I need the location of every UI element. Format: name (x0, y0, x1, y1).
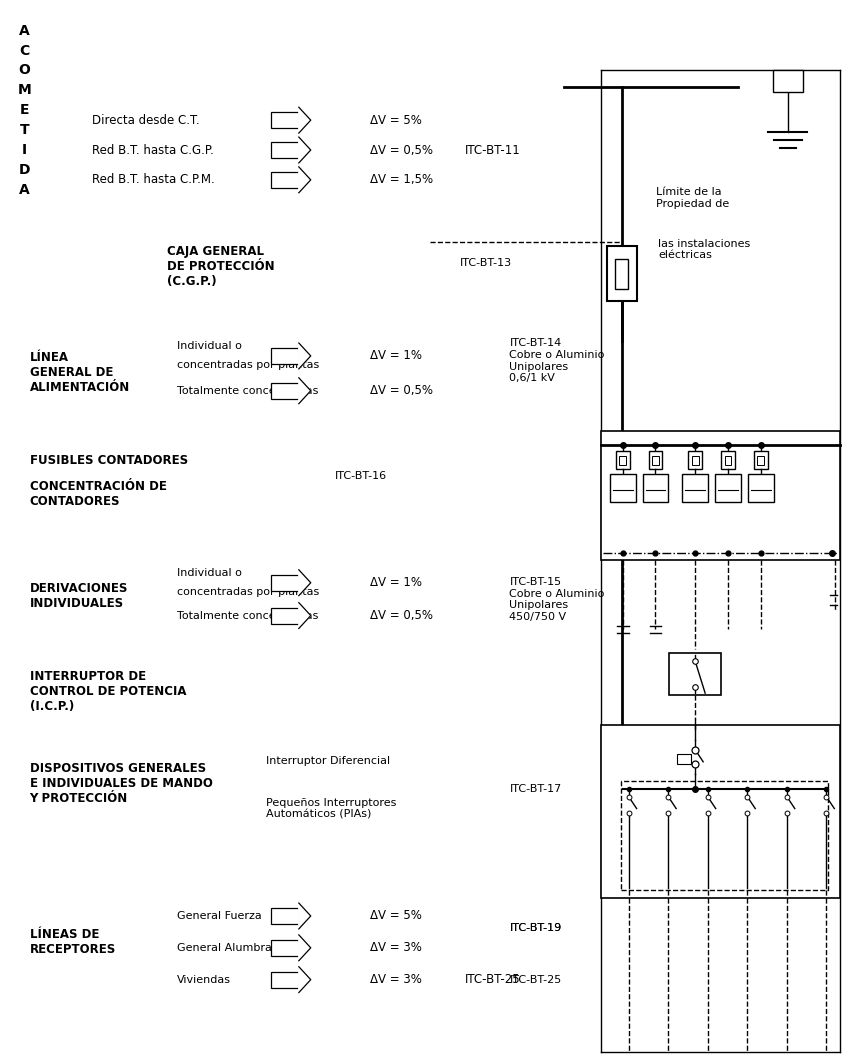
Bar (754, 452, 768, 470)
Text: ΔV = 5%: ΔV = 5% (370, 114, 422, 126)
Polygon shape (299, 966, 311, 993)
Bar (601, 725, 840, 898)
Text: LÍNEA
GENERAL DE
ALIMENTACIÓN: LÍNEA GENERAL DE ALIMENTACIÓN (30, 352, 130, 394)
Polygon shape (299, 904, 311, 929)
Text: ΔV = 1%: ΔV = 1% (370, 576, 422, 589)
Text: CONCENTRACIÓN DE
CONTADORES: CONCENTRACIÓN DE CONTADORES (30, 480, 167, 508)
Polygon shape (299, 570, 311, 595)
Text: M: M (18, 83, 31, 98)
Text: A: A (20, 23, 30, 37)
Text: Viviendas: Viviendas (177, 975, 231, 984)
Text: General Fuerza: General Fuerza (177, 911, 261, 921)
Text: DISPOSITIVOS GENERALES
E INDIVIDUALES DE MANDO
Y PROTECCIÓN: DISPOSITIVOS GENERALES E INDIVIDUALES DE… (30, 762, 213, 805)
Bar (773, 70, 802, 92)
Text: Individual o: Individual o (177, 568, 242, 578)
Text: ITC-BT-15
Cobre o Aluminio
Unipolares
450/750 V: ITC-BT-15 Cobre o Aluminio Unipolares 45… (510, 577, 605, 622)
Text: C: C (20, 44, 30, 57)
Bar (601, 431, 840, 560)
Text: ITC-BT-11: ITC-BT-11 (465, 144, 521, 156)
Bar (643, 474, 668, 502)
Text: Totalmente concentradas: Totalmente concentradas (177, 386, 318, 395)
Text: ITC-BT-17: ITC-BT-17 (510, 783, 562, 794)
Text: ITC-BT-19: ITC-BT-19 (510, 923, 562, 933)
Text: ITC-BT-19: ITC-BT-19 (510, 923, 562, 933)
Bar (271, 608, 299, 624)
Text: O: O (19, 64, 31, 78)
Bar (271, 113, 299, 129)
Bar (271, 383, 299, 399)
Bar (757, 456, 764, 465)
Text: FUSIBLES CONTADORES: FUSIBLES CONTADORES (30, 454, 188, 467)
Text: ITC-BT-13: ITC-BT-13 (460, 258, 512, 269)
Text: ΔV = 0,5%: ΔV = 0,5% (370, 384, 433, 398)
Bar (670, 654, 721, 695)
Polygon shape (299, 934, 311, 961)
Text: ΔV = 0,5%: ΔV = 0,5% (370, 609, 433, 622)
Text: ITC-BT-16: ITC-BT-16 (334, 471, 386, 482)
Polygon shape (299, 603, 311, 628)
Polygon shape (299, 107, 311, 133)
Text: Directa desde C.T.: Directa desde C.T. (92, 114, 200, 126)
Polygon shape (299, 377, 311, 404)
Text: Individual o: Individual o (177, 341, 242, 351)
Text: T: T (20, 123, 30, 137)
Text: ΔV = 1,5%: ΔV = 1,5% (370, 173, 433, 186)
Text: las instalaciones
eléctricas: las instalaciones eléctricas (659, 239, 751, 260)
Bar (616, 452, 630, 470)
Bar (721, 452, 735, 470)
Text: ITC-BT-14
Cobre o Aluminio
Unipolares
0,6/1 kV: ITC-BT-14 Cobre o Aluminio Unipolares 0,… (510, 338, 605, 384)
Polygon shape (299, 137, 311, 163)
Text: CAJA GENERAL
DE PROTECCIÓN
(C.G.P.): CAJA GENERAL DE PROTECCIÓN (C.G.P.) (167, 244, 274, 288)
Bar (648, 452, 662, 470)
Bar (610, 474, 636, 502)
Text: ΔV = 3%: ΔV = 3% (370, 973, 422, 986)
Text: concentradas por plantas: concentradas por plantas (177, 360, 319, 370)
Bar (688, 452, 702, 470)
Text: E: E (20, 103, 30, 117)
Text: ΔV = 0,5%: ΔV = 0,5% (370, 144, 433, 156)
Text: Red B.T. hasta C.G.P.: Red B.T. hasta C.G.P. (92, 144, 214, 156)
Bar (677, 754, 691, 764)
Text: ΔV = 1%: ΔV = 1% (370, 350, 422, 362)
Bar (620, 780, 828, 890)
Bar (692, 456, 699, 465)
Bar (271, 142, 299, 158)
Text: Totalmente concentradas: Totalmente concentradas (177, 610, 318, 621)
Text: DERIVACIONES
INDIVIDUALES: DERIVACIONES INDIVIDUALES (30, 581, 128, 610)
Text: A: A (20, 183, 30, 197)
Bar (271, 908, 299, 924)
Text: ITC-BT-25: ITC-BT-25 (465, 973, 520, 986)
Bar (271, 940, 299, 956)
Text: ΔV = 5%: ΔV = 5% (370, 910, 422, 923)
Bar (271, 575, 299, 591)
Bar (615, 259, 628, 289)
Bar (683, 474, 708, 502)
Bar (724, 456, 732, 465)
Text: Interruptor Diferencial: Interruptor Diferencial (266, 756, 390, 765)
Bar (271, 172, 299, 188)
Bar (620, 456, 626, 465)
Text: Pequeños Interruptores
Automáticos (PIAs): Pequeños Interruptores Automáticos (PIAs… (266, 797, 397, 820)
Text: ITC-BT-25: ITC-BT-25 (510, 975, 562, 984)
Bar (652, 456, 659, 465)
Text: D: D (19, 163, 31, 176)
Text: Límite de la
Propiedad de: Límite de la Propiedad de (656, 187, 729, 208)
Text: Red B.T. hasta C.P.M.: Red B.T. hasta C.P.M. (92, 173, 215, 186)
Bar (748, 474, 774, 502)
Bar (715, 474, 741, 502)
Bar (607, 247, 637, 301)
Text: General Alumbrado: General Alumbrado (177, 943, 285, 952)
Polygon shape (299, 167, 311, 192)
Bar (271, 348, 299, 364)
Text: INTERRUPTOR DE
CONTROL DE POTENCIA
(I.C.P.): INTERRUPTOR DE CONTROL DE POTENCIA (I.C.… (30, 670, 186, 712)
Text: concentradas por plantas: concentradas por plantas (177, 587, 319, 596)
Text: ΔV = 3%: ΔV = 3% (370, 942, 422, 955)
Text: I: I (22, 144, 27, 157)
Bar (271, 972, 299, 988)
Polygon shape (299, 343, 311, 369)
Text: LÍNEAS DE
RECEPTORES: LÍNEAS DE RECEPTORES (30, 928, 116, 956)
